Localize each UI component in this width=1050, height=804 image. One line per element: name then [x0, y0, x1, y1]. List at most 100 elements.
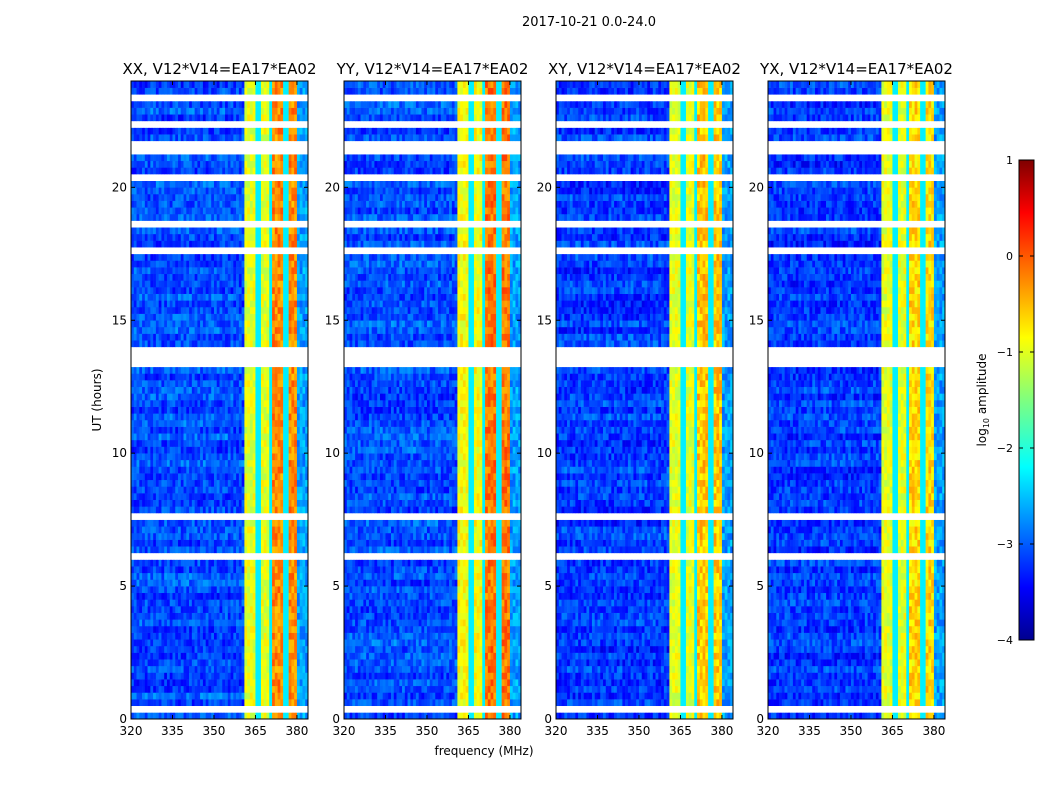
heatmap-cell	[191, 227, 195, 235]
heatmap-cell	[169, 207, 173, 215]
heatmap-cell	[238, 625, 242, 633]
heatmap-cell	[213, 287, 218, 294]
heatmap-cell	[197, 672, 201, 680]
heatmap-cell	[283, 213, 287, 221]
heatmap-cell	[211, 645, 215, 653]
heatmap-cell	[230, 479, 234, 487]
heatmap-cell	[272, 639, 276, 647]
heatmap-cell	[236, 539, 240, 547]
heatmap-cell	[294, 267, 298, 275]
heatmap-cell	[238, 552, 242, 560]
heatmap-cell	[255, 453, 259, 461]
heatmap-cell	[294, 227, 298, 235]
heatmap-cell	[164, 260, 168, 268]
heatmap-cell	[249, 466, 253, 474]
heatmap-cell	[200, 406, 204, 414]
heatmap-cell	[247, 233, 251, 241]
heatmap-cell	[222, 559, 226, 567]
heatmap-cell	[227, 692, 231, 700]
heatmap-cell	[175, 665, 179, 673]
heatmap-cell	[161, 612, 165, 620]
heatmap-cell	[238, 386, 242, 394]
heatmap-cell	[150, 552, 154, 560]
heatmap-cell	[189, 473, 193, 481]
heatmap-cell	[294, 346, 298, 354]
heatmap-cell	[269, 506, 273, 514]
heatmap-cell	[131, 393, 135, 401]
heatmap-cell	[222, 612, 226, 620]
heatmap-cell	[213, 360, 218, 368]
heatmap-cell	[283, 280, 287, 288]
heatmap-cell	[274, 393, 278, 401]
heatmap-cell	[139, 479, 143, 487]
heatmap-cell	[266, 685, 270, 693]
heatmap-cell	[252, 625, 256, 633]
heatmap-cell	[180, 493, 184, 500]
heatmap-cell	[305, 512, 309, 520]
heatmap-cell	[249, 300, 253, 308]
heatmap-cell	[294, 519, 298, 527]
heatmap-cell	[241, 632, 245, 640]
heatmap-cell	[175, 300, 179, 308]
heatmap-cell	[225, 247, 229, 255]
heatmap-cell	[133, 473, 137, 481]
heatmap-cell	[139, 406, 143, 414]
heatmap-cell	[166, 213, 171, 221]
heatmap-cell	[133, 665, 137, 673]
heatmap-cell	[197, 220, 201, 228]
heatmap-cell	[161, 679, 165, 687]
heatmap-cell	[208, 586, 212, 594]
heatmap-cell	[285, 479, 289, 487]
heatmap-cell	[291, 306, 295, 314]
heatmap-cell	[161, 566, 165, 574]
heatmap-cell	[161, 393, 165, 401]
heatmap-cell	[136, 326, 140, 334]
heatmap-cell	[291, 373, 295, 381]
heatmap-cell	[233, 705, 237, 713]
heatmap-cell	[288, 479, 292, 487]
heatmap-cell	[255, 645, 259, 653]
heatmap-cell	[222, 606, 226, 613]
heatmap-cell	[302, 326, 306, 334]
heatmap-cell	[255, 333, 259, 341]
heatmap-cell	[147, 645, 151, 653]
heatmap-cell	[260, 340, 265, 348]
heatmap-cell	[230, 572, 234, 580]
heatmap-cell	[302, 519, 306, 527]
heatmap-cell	[186, 712, 190, 720]
heatmap-cell	[288, 599, 292, 607]
heatmap-cell	[211, 213, 215, 221]
heatmap-cell	[274, 253, 278, 261]
heatmap-cell	[302, 346, 306, 354]
heatmap-cell	[202, 280, 206, 288]
heatmap-cell	[227, 619, 231, 627]
heatmap-cell	[277, 586, 281, 594]
heatmap-cell	[294, 466, 298, 474]
heatmap-cell	[216, 559, 220, 567]
heatmap-cell	[272, 599, 276, 607]
heatmap-cell	[263, 566, 267, 574]
heatmap-cell	[180, 433, 184, 441]
heatmap-cell	[180, 340, 184, 348]
heatmap-cell	[252, 333, 256, 341]
heatmap-cell	[227, 612, 231, 620]
heatmap-cell	[269, 227, 273, 235]
heatmap-cell	[136, 340, 140, 348]
heatmap-cell	[274, 606, 278, 613]
heatmap-cell	[147, 233, 151, 241]
heatmap-cell	[305, 267, 309, 275]
heatmap-cell	[153, 559, 157, 567]
heatmap-cell	[272, 273, 276, 281]
heatmap-cell	[219, 433, 223, 441]
heatmap-cell	[164, 380, 168, 388]
heatmap-cell	[180, 280, 184, 288]
heatmap-cell	[302, 260, 306, 268]
heatmap-cell	[255, 220, 259, 228]
heatmap-cell	[172, 712, 176, 720]
heatmap-cell	[139, 566, 143, 574]
heatmap-cell	[269, 233, 273, 241]
heatmap-cell	[205, 599, 209, 607]
heatmap-cell	[280, 220, 284, 228]
heatmap-cell	[238, 592, 242, 600]
heatmap-cell	[189, 260, 193, 268]
